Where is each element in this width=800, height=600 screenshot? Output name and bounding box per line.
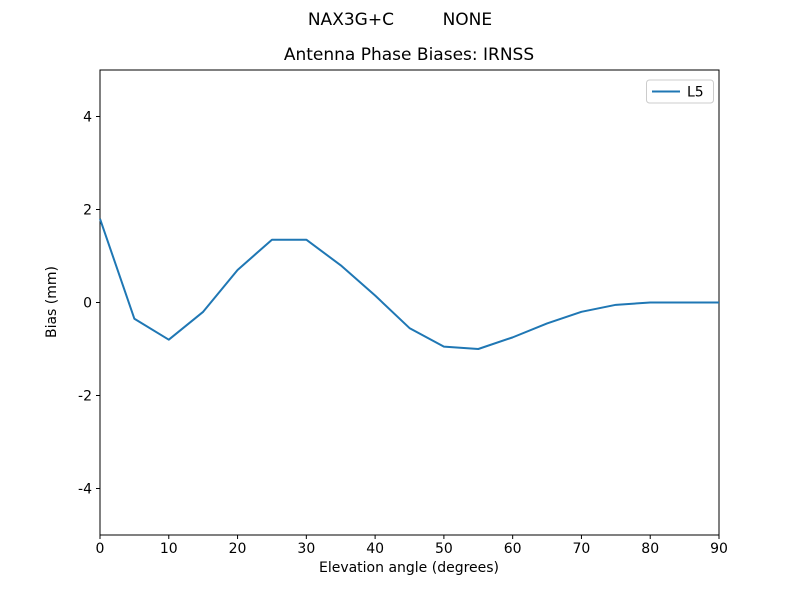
figure-suptitle: NAX3G+C NONE <box>308 10 492 30</box>
x-tick-label: 90 <box>710 541 728 557</box>
y-axis-label: Bias (mm) <box>44 266 60 338</box>
y-tick-label: -4 <box>78 482 92 498</box>
chart-title: Antenna Phase Biases: IRNSS <box>284 45 534 65</box>
x-tick-label: 30 <box>297 541 315 557</box>
y-tick-label: 2 <box>83 203 92 219</box>
x-tick-label: 40 <box>366 541 384 557</box>
y-tick-label: -2 <box>78 389 92 405</box>
x-tick-label: 80 <box>641 541 659 557</box>
x-tick-label: 0 <box>96 541 105 557</box>
legend: L5 <box>646 79 714 104</box>
x-axis-label: Elevation angle (degrees) <box>319 560 499 576</box>
axes-spines <box>99 69 720 536</box>
x-tick-label: 50 <box>435 541 453 557</box>
legend-label: L5 <box>687 85 704 101</box>
axes-layer: 0 10 20 30 40 50 60 70 80 90 -4 -2 0 2 4 <box>78 69 728 557</box>
series-line-l5 <box>99 218 719 350</box>
x-tick-label: 60 <box>504 541 522 557</box>
x-tick-label: 10 <box>160 541 178 557</box>
x-tick-label: 70 <box>573 541 591 557</box>
x-tick-label: 20 <box>229 541 247 557</box>
y-tick-label: 4 <box>83 110 92 126</box>
y-tick-label: 0 <box>83 296 92 312</box>
